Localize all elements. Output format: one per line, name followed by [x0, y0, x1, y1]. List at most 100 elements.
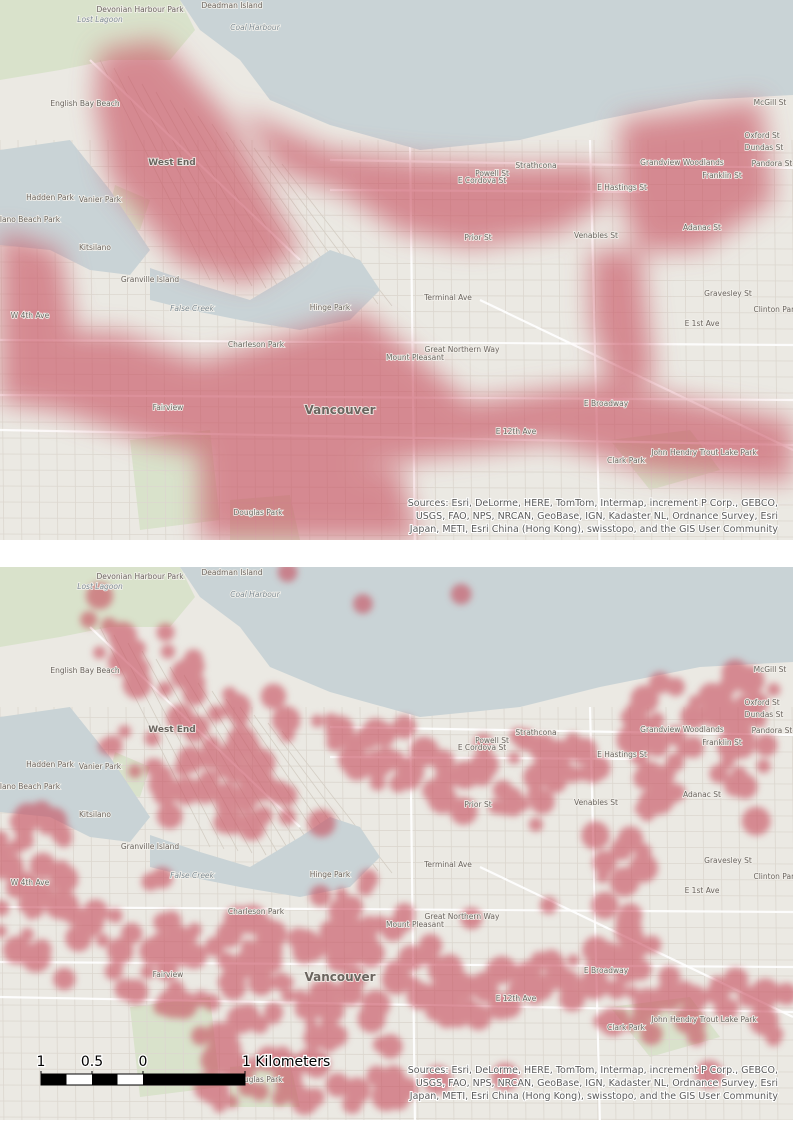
heat-spot [676, 742, 692, 758]
heat-spot [98, 738, 114, 755]
heat-spot [34, 953, 48, 967]
place-label: Coal Harbour [230, 23, 280, 32]
heat-spot [124, 675, 141, 692]
heat-spot [141, 872, 160, 891]
place-label: Pandora St [752, 159, 793, 168]
place-label: Vancouver [304, 403, 375, 417]
heat-spot [649, 712, 665, 728]
place-label: John Hendry Trout Lake Park [650, 448, 757, 457]
place-label: West End [148, 725, 196, 735]
heat-spot [311, 714, 324, 728]
heat-spot [591, 891, 619, 920]
heat-spot [10, 810, 32, 833]
place-label: E Broadway [584, 399, 629, 408]
place-label: Devonian Harbour Park [96, 5, 184, 14]
street [0, 309, 793, 314]
heat-spot [509, 727, 528, 745]
heat-spot [153, 998, 170, 1015]
street [683, 706, 689, 1120]
heat-spot [385, 960, 402, 977]
place-label: Gravesley St [704, 856, 752, 865]
place-label: Clinton Park [753, 872, 793, 881]
place-label: Hinge Park [310, 303, 351, 312]
heat-spot [144, 730, 161, 747]
heat-spot [0, 830, 9, 848]
attribution: Japan, METI, Esri China (Hong Kong), swi… [409, 524, 779, 535]
heat-spot [107, 937, 134, 965]
place-label: John Hendry Trout Lake Park [650, 1015, 757, 1024]
heat-spot [177, 746, 205, 773]
heat-spot [116, 647, 144, 675]
heat-spot [144, 758, 162, 776]
heat-spot [713, 685, 733, 704]
heat-spot [287, 927, 309, 950]
heat-spot [25, 907, 38, 920]
street [179, 706, 185, 1120]
heat-spot [695, 1060, 724, 1089]
place-label: Strathcona [515, 161, 556, 170]
heat-spot [337, 916, 366, 945]
heat-spot [577, 765, 593, 782]
street [773, 139, 779, 540]
attribution: USGS, FAO, NPS, NRCAN, GeoBase, IGN, Kad… [416, 1078, 778, 1089]
heat-spot [762, 1025, 776, 1039]
heat-spot [95, 933, 110, 948]
heat-spot [398, 945, 425, 972]
heat-spot [139, 937, 168, 966]
heat-spot [606, 979, 627, 1000]
heat-spot [278, 808, 296, 826]
heat-spot [263, 1002, 284, 1022]
heat-spot [633, 767, 656, 790]
street [0, 892, 793, 897]
place-label: Lost Lagoon [77, 15, 123, 24]
heat-spot [735, 665, 765, 696]
heat-spot [49, 890, 79, 921]
water [180, 567, 793, 717]
heat-spot [582, 936, 611, 965]
heat-spot [540, 949, 563, 972]
heat-spot [647, 726, 666, 745]
heat-spot [160, 644, 176, 659]
street [0, 876, 793, 881]
heat-spot [209, 1043, 226, 1060]
place-label: W 4th Ave [11, 311, 50, 320]
street [431, 706, 437, 1120]
heat-spot [218, 808, 245, 835]
heat-spot [206, 1022, 231, 1047]
heat-spot [140, 964, 155, 980]
heat-spot [735, 695, 761, 721]
heat-spot [254, 806, 273, 825]
place-label: E Hastings St [597, 183, 647, 192]
place-label: Prior St [464, 233, 491, 242]
heat-spot [620, 709, 637, 726]
heat-spot [272, 1090, 288, 1106]
heat-spot [128, 764, 142, 779]
place-label: E Cordova St [458, 743, 506, 752]
heat-spot [156, 623, 175, 642]
place-label: English Bay Beach [50, 666, 120, 675]
place-label: E 12th Ave [496, 427, 537, 436]
place-label: Hadden Park [26, 193, 74, 202]
heat-spot [107, 961, 124, 978]
heat-spot [10, 871, 38, 899]
heat-spot [20, 927, 34, 942]
heat-spot [687, 1027, 707, 1047]
heat-spot [591, 972, 607, 987]
place-label: Kitsilano [79, 243, 111, 252]
heat-spot [170, 659, 200, 690]
street [0, 860, 793, 865]
heat-spot [343, 1077, 371, 1104]
heat-spot [491, 1062, 520, 1091]
street [0, 277, 793, 282]
heat-spot [152, 781, 178, 806]
place-label: Mount Pleasant [386, 920, 444, 929]
heat-spot [281, 988, 296, 1003]
street [0, 293, 793, 298]
place-label: Devonian Harbour Park [96, 572, 184, 581]
heat-spot [225, 1094, 239, 1109]
heat-spot [775, 982, 793, 1006]
heat-spot [755, 734, 778, 757]
heat-spot [530, 789, 555, 815]
water [0, 140, 150, 275]
